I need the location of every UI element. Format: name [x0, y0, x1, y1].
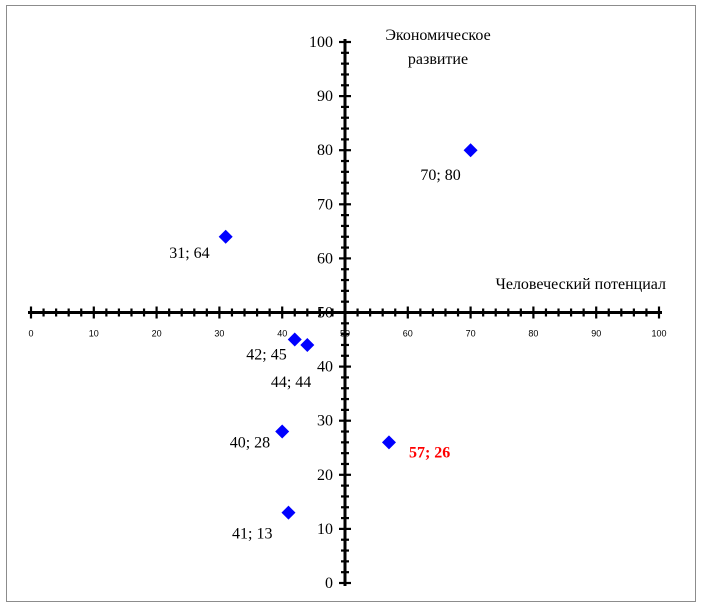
- data-label: 42; 45: [246, 347, 286, 364]
- data-label: 40; 28: [230, 435, 270, 452]
- x-tick-label: 80: [528, 329, 538, 339]
- data-label: 44; 44: [271, 374, 311, 391]
- data-label: 31; 64: [169, 245, 209, 262]
- tick-labels: 0 10 20 30 40 50 60 70 80 90 100 0 10 20 30 40 50 60 70 80 9…: [28, 34, 666, 592]
- data-point-marker: [218, 229, 233, 244]
- y-tick-label: 40: [317, 359, 333, 376]
- x-axis-title: Человеческий потенциал: [495, 276, 666, 293]
- x-tick-label: 20: [152, 329, 162, 339]
- data-point-marker: [275, 424, 290, 439]
- data-point-marker: [381, 435, 396, 450]
- x-tick-label: 0: [28, 329, 33, 339]
- y-tick-label: 100: [309, 34, 333, 51]
- x-tick-label: 100: [651, 329, 666, 339]
- data-label-highlight: 57; 26: [409, 444, 450, 461]
- data-label: 41; 13: [232, 526, 272, 543]
- y-axis-title-line-1: Экономическое: [385, 27, 490, 44]
- data-point-marker: [287, 332, 302, 347]
- x-tick-label: 40: [277, 329, 287, 339]
- data-point-marker: [281, 505, 296, 520]
- y-tick-label: 50: [317, 305, 333, 322]
- x-tick-label: 50: [340, 329, 350, 339]
- x-tick-label: 70: [466, 329, 476, 339]
- x-tick-label: 30: [214, 329, 224, 339]
- x-tick-label: 90: [591, 329, 601, 339]
- y-tick-label: 70: [317, 196, 333, 213]
- data-label: 70; 80: [420, 167, 460, 184]
- y-axis-title-line-2: развитие: [408, 51, 468, 68]
- y-tick-label: 80: [317, 142, 333, 159]
- y-tick-label: 10: [317, 521, 333, 538]
- data-points: 70; 80 31; 64 42; 45 44; 44 40; 28 57; 26 41; …: [169, 143, 478, 543]
- axis-ticks: [29, 40, 661, 585]
- y-tick-label: 90: [317, 88, 333, 105]
- y-tick-label: 60: [317, 250, 333, 267]
- x-tick-label: 60: [403, 329, 413, 339]
- data-point-marker: [463, 143, 478, 158]
- chart-frame: [6, 5, 696, 602]
- y-tick-label: 20: [317, 467, 333, 484]
- y-tick-label: 30: [317, 413, 333, 430]
- x-tick-label: 10: [89, 329, 99, 339]
- y-tick-label: 0: [325, 575, 333, 592]
- data-point-marker: [300, 337, 315, 352]
